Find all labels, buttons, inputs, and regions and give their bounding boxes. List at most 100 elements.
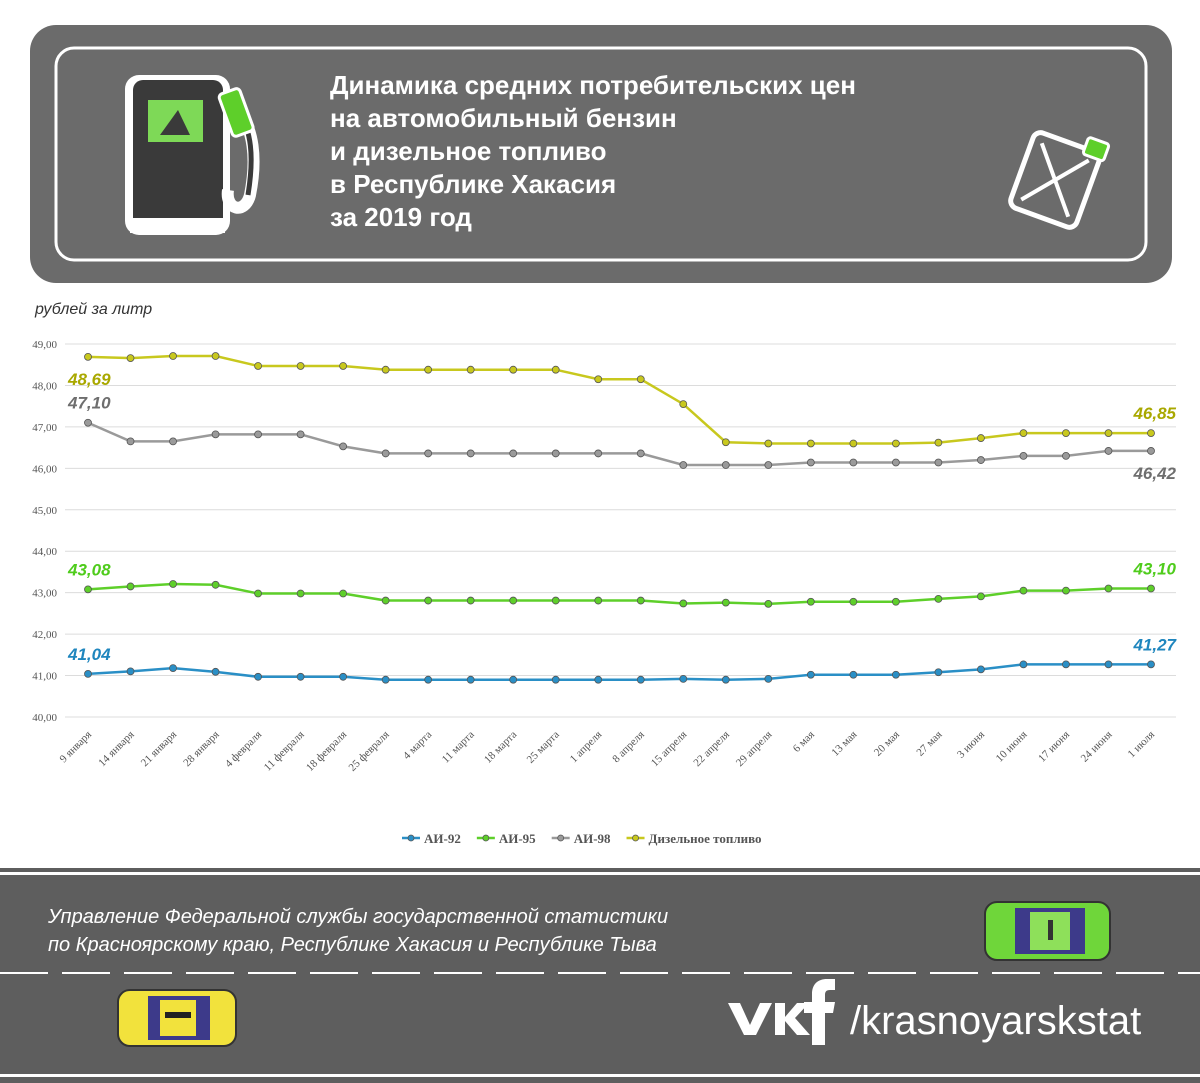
point	[764, 674, 773, 683]
point	[1104, 584, 1113, 593]
point	[254, 362, 262, 370]
point	[636, 375, 645, 384]
point	[679, 400, 688, 408]
point	[891, 439, 900, 448]
point	[1019, 451, 1028, 460]
point	[1019, 429, 1028, 438]
point	[211, 667, 220, 676]
point	[806, 670, 815, 679]
point	[1062, 451, 1070, 460]
header-panel	[30, 25, 1172, 283]
title-line: и дизельное топливо	[330, 136, 607, 166]
point	[891, 597, 900, 606]
point	[764, 599, 773, 608]
pump-icon	[125, 75, 260, 235]
road-line	[0, 1074, 1200, 1077]
point	[977, 665, 985, 674]
point	[679, 674, 688, 683]
x-tick-label: 9 января	[58, 729, 95, 766]
point	[466, 675, 475, 684]
y-tick-label: 49,00	[32, 339, 57, 351]
social-handle: /krasnoyarskstat	[850, 999, 1141, 1043]
y-tick-label: 43,00	[32, 588, 57, 600]
x-tick-label: 29 апреля	[734, 729, 775, 770]
point	[806, 458, 815, 467]
point	[169, 664, 177, 672]
x-tick-label: 20 мая	[872, 729, 902, 759]
point	[934, 668, 943, 677]
point	[1019, 660, 1028, 669]
green-car	[984, 901, 1111, 961]
point	[636, 596, 645, 605]
point	[296, 362, 305, 370]
point	[934, 458, 943, 467]
point	[424, 365, 433, 374]
y-tick-label: 46,00	[32, 463, 57, 475]
point	[1147, 429, 1155, 438]
series-line	[87, 663, 1151, 681]
x-tick-label: 22 апреля	[691, 729, 732, 770]
point	[169, 352, 177, 360]
x-tick-label: 24 июня	[1079, 729, 1115, 765]
x-tick-label: 28 января	[181, 729, 221, 769]
x-tick-label: 4 марта	[401, 729, 434, 762]
x-tick-label: 14 января	[96, 729, 136, 769]
point	[254, 430, 262, 439]
value-label: 48,69	[67, 370, 111, 389]
value-label: 43,10	[1132, 560, 1176, 579]
y-tick-label: 42,00	[32, 629, 57, 641]
point	[211, 430, 220, 439]
point	[1104, 447, 1113, 455]
value-label: 43,08	[67, 560, 111, 579]
point	[977, 434, 985, 442]
point	[721, 438, 730, 447]
org-line: Управление Федеральной службы государств…	[47, 906, 668, 928]
point	[721, 675, 730, 684]
x-tick-label: 13 мая	[829, 729, 859, 759]
point	[126, 582, 135, 591]
point	[849, 670, 858, 679]
legend-marker	[632, 834, 639, 842]
canister-icon	[1008, 130, 1111, 230]
point	[296, 589, 305, 598]
point	[1147, 660, 1155, 669]
x-tick-label: 18 марта	[482, 729, 519, 766]
point	[551, 365, 560, 374]
x-tick-label: 21 января	[139, 729, 179, 769]
point	[721, 598, 730, 607]
x-tick-label: 25 марта	[525, 729, 562, 766]
social-icons	[728, 979, 835, 1045]
x-tick-label: 27 мая	[914, 729, 944, 759]
y-tick-label: 41,00	[32, 671, 57, 683]
point	[551, 596, 560, 605]
point	[977, 592, 985, 601]
point	[466, 596, 475, 605]
road-line	[0, 872, 1200, 875]
x-tick-label: 25 февраля	[347, 729, 392, 774]
y-axis-label: рублей за литр	[34, 301, 152, 318]
x-tick-label: 8 апреля	[610, 729, 647, 766]
point	[849, 439, 858, 448]
point	[424, 596, 433, 605]
taxi-car	[117, 989, 237, 1047]
point	[977, 456, 985, 464]
point	[934, 594, 943, 603]
x-tick-label: 1 июля	[1126, 729, 1158, 761]
point	[934, 438, 943, 447]
point	[424, 449, 433, 458]
point	[339, 362, 348, 370]
point	[296, 672, 305, 681]
point	[764, 461, 773, 469]
legend-label: АИ-92	[424, 831, 461, 846]
point	[339, 672, 348, 681]
point	[679, 599, 688, 608]
point	[551, 449, 560, 458]
point	[679, 461, 688, 469]
point	[339, 589, 348, 598]
legend-label: АИ-98	[574, 831, 611, 846]
org-line: по Красноярскому краю, Республике Хакаси…	[48, 934, 657, 956]
point	[594, 375, 603, 384]
point	[891, 458, 900, 467]
x-tick-label: 10 июня	[994, 729, 1030, 765]
